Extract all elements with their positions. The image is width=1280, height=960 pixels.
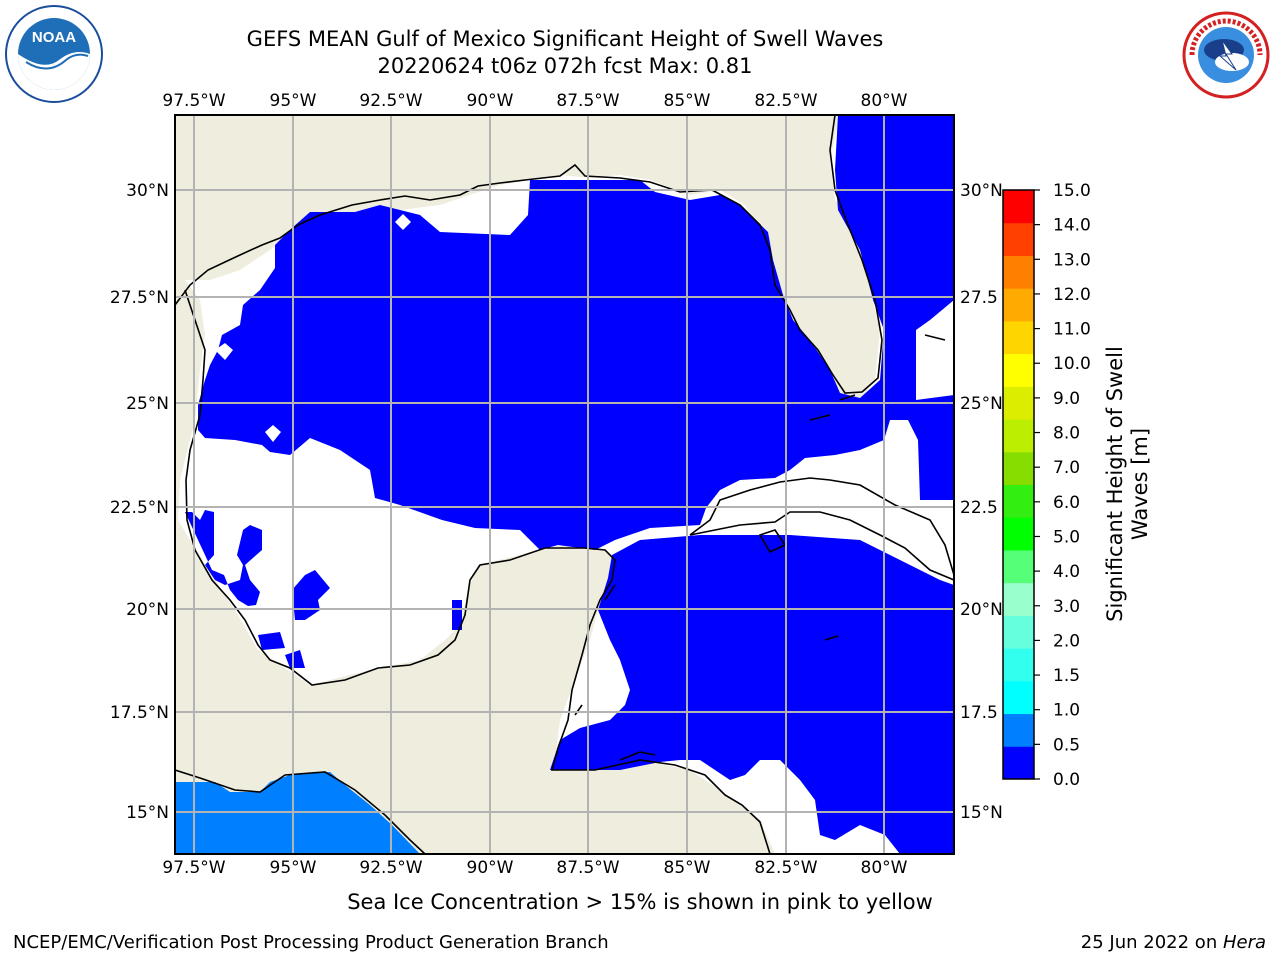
swell-field-0-0p5m [198, 115, 954, 550]
lat-label: 30°N [960, 181, 1003, 201]
date-text: 25 Jun 2022 on [1080, 932, 1223, 953]
colorbar-ticks: 0.0 0.5 1.0 1.5 2.0 3.0 4.0 5.0 6.0 7.0 8.0 9.0 10.0… [1034, 181, 1091, 790]
lat-label: 27.5°N [110, 288, 169, 308]
graticule [175, 115, 954, 854]
colorbar-tick-label: 2.0 [1053, 631, 1080, 651]
lon-labels-bottom: 97.5°W 95°W 92.5°W 90°W 87.5°W 85°W 82.5… [162, 858, 907, 878]
nws-logo [1182, 11, 1270, 99]
colorbar-tick-label: 7.0 [1053, 458, 1080, 478]
colorbar-segment [1003, 746, 1034, 780]
colorbar-segment [1003, 288, 1034, 322]
lat-label: 17.5 [960, 703, 998, 723]
lon-label: 95°W [270, 858, 317, 878]
colorbar-frame [1002, 189, 1035, 780]
colorbar-segment [1003, 353, 1034, 387]
colorbar-segment [1003, 222, 1034, 256]
colorbar-label-line1: Significant Height of Swell [1103, 346, 1127, 622]
lon-label: 92.5°W [359, 858, 422, 878]
colorbar-label: Significant Height of Swell Waves [m] [1103, 324, 1153, 644]
lat-label: 17.5°N [110, 703, 169, 723]
colorbar-segment [1003, 680, 1034, 715]
lon-label: 87.5°W [556, 91, 619, 111]
colorbar-tick-label: 8.0 [1053, 424, 1080, 444]
lat-label: 25°N [126, 394, 169, 414]
sea-ice-note: Sea Ice Concentration > 15% is shown in … [347, 890, 933, 914]
lon-label: 97.5°W [162, 91, 225, 111]
lon-label: 82.5°W [754, 91, 817, 111]
lat-label: 15°N [126, 803, 169, 823]
colorbar-tick-label: 15.0 [1053, 181, 1091, 201]
colorbar-tick-label: 1.0 [1053, 701, 1080, 721]
colorbar-segment [1003, 190, 1034, 224]
chart-title: GEFS MEAN Gulf of Mexico Significant Hei… [246, 27, 884, 51]
lon-label: 97.5°W [162, 858, 225, 878]
colorbar-tick-label: 0.0 [1053, 770, 1080, 790]
colorbar-segment [1003, 320, 1034, 355]
lon-label: 82.5°W [754, 858, 817, 878]
colorbar-segment [1003, 648, 1034, 682]
colorbar-segment [1003, 386, 1034, 420]
lon-label: 92.5°W [359, 91, 422, 111]
lon-label: 80°W [861, 91, 908, 111]
colorbar-segment [1003, 419, 1034, 453]
lon-label: 87.5°W [556, 858, 619, 878]
lon-label: 90°W [467, 91, 514, 111]
lat-label: 27.5 [960, 288, 998, 308]
colorbar-tick-label: 3.0 [1053, 597, 1080, 617]
host-name: Hera [1222, 932, 1266, 953]
colorbar-segment [1003, 517, 1034, 551]
colorbar-segment [1003, 713, 1034, 747]
lat-label: 22.5 [960, 498, 998, 518]
swell-field-east-caribbean [550, 535, 954, 854]
colorbar-tick-label: 14.0 [1053, 216, 1091, 236]
colorbar-tick-label: 1.5 [1053, 666, 1080, 686]
lat-label: 30°N [126, 181, 169, 201]
map-frame [174, 114, 955, 855]
chart-subtitle: 20220624 t06z 072h fcst Max: 0.81 [377, 54, 753, 78]
lat-label: 25°N [960, 394, 1003, 414]
credit-line: NCEP/EMC/Verification Post Processing Pr… [13, 932, 609, 953]
colorbar-segment [1003, 255, 1034, 289]
colorbar-tick-label: 5.0 [1053, 527, 1080, 547]
coastlines [175, 115, 954, 854]
colorbar-segment [1003, 582, 1034, 616]
lon-label: 95°W [270, 91, 317, 111]
colorbar-tick-label: 9.0 [1053, 389, 1080, 409]
colorbar-tick-label: 0.5 [1053, 735, 1080, 755]
colorbar-tick-label: 10.0 [1053, 354, 1091, 374]
lat-label: 22.5°N [110, 498, 169, 518]
colorbar-tick-label: 4.0 [1053, 562, 1080, 582]
lon-label: 90°W [467, 858, 514, 878]
lat-label: 20°N [960, 600, 1003, 620]
colorbar-segment [1003, 451, 1034, 485]
colorbar-segment [1003, 484, 1034, 518]
lon-labels-top: 97.5°W 95°W 92.5°W 90°W 87.5°W 85°W 82.5… [162, 91, 907, 111]
colorbar-tick-label: 6.0 [1053, 493, 1080, 513]
swell-field-bay-campeche [258, 570, 462, 668]
lon-label: 85°W [664, 858, 711, 878]
lat-labels-right: 30°N 27.5 25°N 22.5 20°N 17.5 15°N [960, 181, 1003, 823]
lon-label: 80°W [861, 858, 908, 878]
colorbar-tick-label: 13.0 [1053, 250, 1091, 270]
colorbar-label-line2: Waves [m] [1128, 427, 1152, 541]
colorbar-segment [1003, 615, 1034, 649]
colorbar-segment [1003, 549, 1034, 584]
noaa-logo: NOAA [5, 5, 103, 103]
colorbar-tick-label: 12.0 [1053, 285, 1091, 305]
lon-label: 85°W [664, 91, 711, 111]
lat-label: 15°N [960, 803, 1003, 823]
lat-labels-left: 30°N 27.5°N 25°N 22.5°N 20°N 17.5°N 15°N [110, 181, 169, 823]
swell-field-west-blobs [185, 510, 262, 606]
date-stamp: 25 Jun 2022 on Hera [1081, 932, 1266, 953]
lat-label: 20°N [126, 600, 169, 620]
map-field [175, 115, 954, 854]
noaa-logo-text: NOAA [32, 29, 76, 46]
colorbar [1003, 190, 1034, 780]
colorbar-tick-label: 11.0 [1053, 320, 1091, 340]
